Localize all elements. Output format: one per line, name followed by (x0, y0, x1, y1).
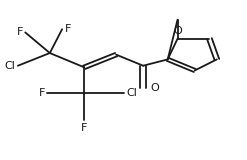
Text: O: O (150, 83, 159, 93)
Text: F: F (64, 24, 71, 34)
Text: Cl: Cl (126, 88, 137, 98)
Text: F: F (16, 27, 23, 37)
Text: Cl: Cl (4, 61, 15, 71)
Text: O: O (173, 26, 182, 36)
Text: F: F (81, 123, 87, 133)
Text: F: F (39, 88, 45, 98)
